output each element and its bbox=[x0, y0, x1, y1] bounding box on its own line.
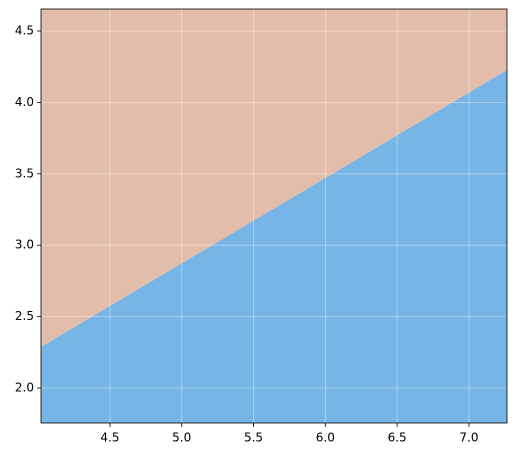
y-tick-label: 3.5 bbox=[15, 166, 34, 180]
plot-frame bbox=[40, 8, 508, 424]
x-tick-label: 5.0 bbox=[172, 431, 191, 445]
y-tick-label: 3.0 bbox=[15, 238, 34, 252]
x-tick-label: 7.0 bbox=[459, 431, 478, 445]
x-tick-label: 4.5 bbox=[100, 431, 119, 445]
x-tick-label: 5.5 bbox=[244, 431, 263, 445]
y-tick-label: 4.0 bbox=[15, 95, 34, 109]
x-tick-label: 6.5 bbox=[388, 431, 407, 445]
y-tick-label: 2.0 bbox=[15, 381, 34, 395]
x-tick-label: 6.0 bbox=[316, 431, 335, 445]
y-tick-label: 2.5 bbox=[15, 309, 34, 323]
y-tick-label: 4.5 bbox=[15, 23, 34, 37]
region-below bbox=[41, 69, 507, 424]
region-above bbox=[41, 9, 507, 348]
